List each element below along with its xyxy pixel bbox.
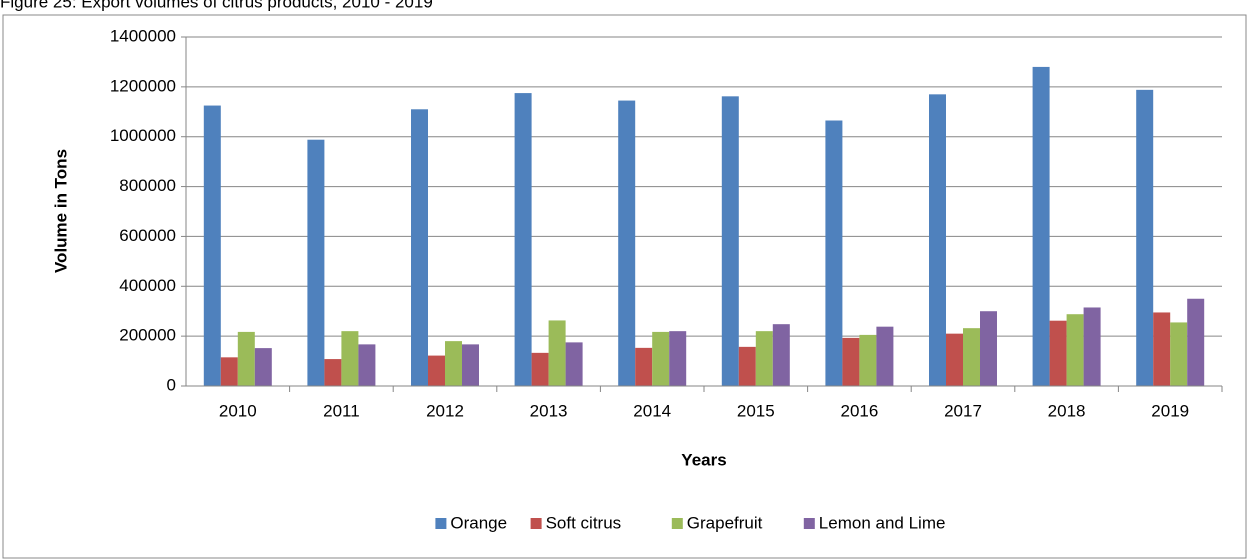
legend-label: Lemon and Lime xyxy=(819,513,946,532)
bar xyxy=(772,324,790,386)
bar xyxy=(254,348,272,386)
legend-label: Grapefruit xyxy=(687,513,763,532)
x-tick-label: 2014 xyxy=(633,401,671,420)
bar xyxy=(825,120,843,386)
legend-swatch xyxy=(435,518,447,529)
bar xyxy=(341,331,359,386)
bar xyxy=(929,94,946,386)
legend-label: Soft citrus xyxy=(546,513,622,532)
bar xyxy=(721,96,739,386)
bar xyxy=(635,347,653,386)
x-tick-label: 2010 xyxy=(219,401,257,420)
bar xyxy=(1153,312,1171,386)
x-tick-label: 2012 xyxy=(426,401,464,420)
bar xyxy=(980,311,997,386)
y-tick-label: 200000 xyxy=(119,326,176,345)
x-tick-label: 2013 xyxy=(530,401,568,420)
bar xyxy=(445,341,462,386)
x-tick-label: 2016 xyxy=(840,401,878,420)
bar xyxy=(738,346,756,386)
legend-swatch xyxy=(803,518,815,529)
bar xyxy=(669,331,687,386)
bar xyxy=(428,355,445,386)
x-tick-label: 2011 xyxy=(323,401,360,420)
legend-swatch xyxy=(671,518,683,529)
bar xyxy=(755,331,773,386)
bar xyxy=(1066,314,1084,386)
y-tick-label: 1000000 xyxy=(110,126,176,145)
bar xyxy=(876,326,894,386)
bar xyxy=(358,344,376,386)
bar xyxy=(618,100,636,386)
y-tick-label: 400000 xyxy=(119,276,176,295)
y-tick-label: 1200000 xyxy=(110,76,176,95)
x-axis-title: Years xyxy=(681,450,726,469)
bar xyxy=(565,342,583,386)
bar xyxy=(963,328,980,386)
bar xyxy=(1187,298,1205,386)
y-tick-label: 600000 xyxy=(119,226,176,245)
y-tick-label: 800000 xyxy=(119,176,176,195)
bar xyxy=(1136,89,1154,386)
x-tick-label: 2015 xyxy=(737,401,775,420)
bar xyxy=(1083,307,1101,386)
bar xyxy=(842,337,860,386)
y-tick-label: 0 xyxy=(167,375,176,394)
x-tick-label: 2018 xyxy=(1048,401,1086,420)
bar xyxy=(220,357,238,386)
bar xyxy=(514,93,532,386)
legend-swatch xyxy=(530,518,542,529)
x-tick-label: 2019 xyxy=(1151,401,1189,420)
bar xyxy=(307,139,325,386)
bar xyxy=(1049,320,1067,386)
bar xyxy=(548,320,566,386)
bar xyxy=(203,105,221,386)
bar xyxy=(462,344,479,386)
bar xyxy=(859,334,877,386)
legend-label: Orange xyxy=(450,513,507,532)
bar xyxy=(1170,322,1188,386)
bar xyxy=(411,109,428,387)
y-axis-title: Volume in Tons xyxy=(51,149,70,273)
bar xyxy=(652,331,670,386)
y-tick-label: 1400000 xyxy=(110,26,176,45)
bar xyxy=(1032,66,1050,387)
x-tick-label: 2017 xyxy=(944,401,982,420)
bar xyxy=(531,352,549,386)
chart-title: Figure 25: Export volumes of citrus prod… xyxy=(0,0,433,11)
bar xyxy=(237,331,255,386)
bar xyxy=(324,359,342,386)
bar xyxy=(946,333,963,386)
